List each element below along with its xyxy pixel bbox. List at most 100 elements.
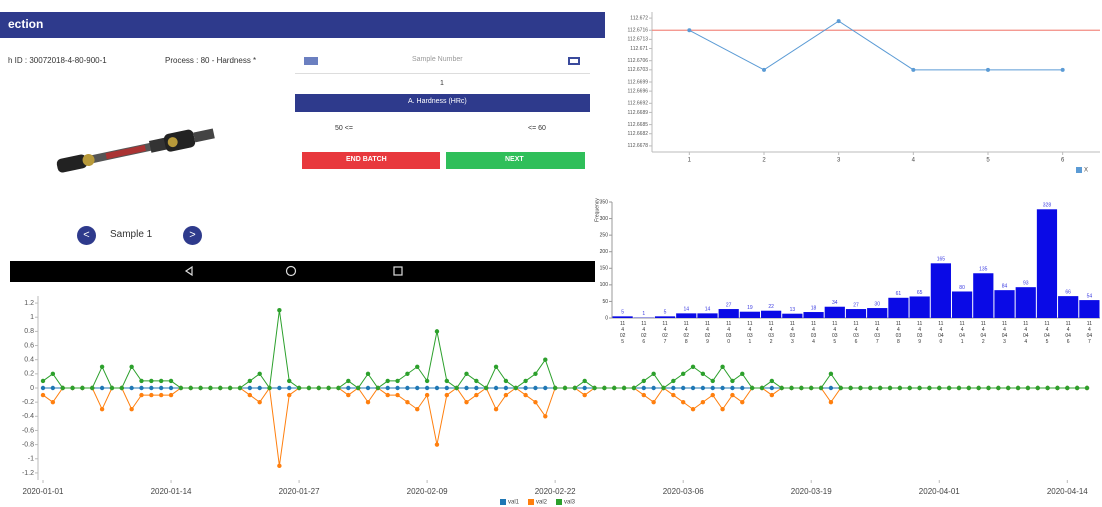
series-point [109,385,115,391]
series-point [277,385,282,391]
series-point [533,399,538,405]
series-point [1015,385,1021,391]
x-tick-label: 11 4 03 7 [874,321,880,345]
series-point [60,385,65,391]
series-point [375,385,381,391]
series-point [503,385,509,391]
legend-label: val1 [508,500,520,506]
upper-limit: <= 60 [528,125,546,132]
next-label[interactable]: NEXT [505,156,524,163]
y-tick-label: -1 [28,456,34,463]
series-point [464,399,469,405]
series-point [395,378,400,384]
series-point [385,392,390,398]
series-point [690,385,696,391]
series-point [533,385,538,391]
y-tick-label: 100 [600,282,609,288]
bar-value-label: 54 [1087,293,1093,299]
series-point [168,392,174,398]
series-point [680,371,686,377]
bar [888,297,909,318]
series-point [838,385,843,391]
series-point [1025,385,1031,391]
bar [612,316,633,318]
series-point [858,385,863,391]
series-point [474,392,479,398]
series-point [80,385,85,391]
series-point [277,463,282,469]
y-tick-label: 0.8 [24,328,34,335]
next-sample-button[interactable]: > [183,226,202,245]
series-point [513,385,518,391]
legend-label: val2 [536,500,548,506]
y-tick-label: 112.6706 [628,58,649,64]
parameter-bar [295,94,590,112]
y-tick-label: 1 [30,314,34,321]
end-batch-button[interactable] [302,152,440,169]
bar-value-label: 65 [917,290,923,296]
next-button[interactable] [446,152,585,169]
y-tick-label: 0.4 [24,357,34,364]
series-point [493,407,499,412]
legend-swatch [556,499,562,505]
x-tick-label: 2020-01-14 [151,487,192,496]
series-point [641,392,646,398]
series-point [257,371,262,377]
series-point [287,385,292,391]
prev-button[interactable]: < [77,226,96,245]
y-tick-label: 112.6682 [628,131,649,137]
series-point [641,378,646,384]
x-tick-label: 11 4 03 1 [747,321,753,345]
x-tick-label: 2020-01-01 [23,487,64,496]
bar-value-label: 61 [896,291,902,297]
series-point [50,399,56,405]
series-point [730,385,735,391]
bar-value-label: 80 [959,285,965,291]
x-tick-label: 11 4 04 2 [980,321,987,345]
series-point [740,399,745,405]
series-point [543,414,548,419]
y-tick-label: 350 [600,199,609,205]
series-point [149,378,154,384]
y-tick-label: 1.2 [24,300,34,307]
series-point [671,392,676,398]
nav-icons[interactable] [10,261,595,282]
y-tick-label: 112.6713 [628,37,649,43]
series-point [40,385,46,391]
series-point [336,385,341,391]
series-point [90,385,95,391]
x-tick-label: 2020-04-14 [1047,487,1088,496]
x-tick-label: 11 4 04 6 [1065,321,1071,345]
y-tick-label: 0.2 [24,371,34,378]
series-point [434,442,440,447]
series-point [769,385,775,391]
series-point [247,392,253,398]
series-point [237,385,243,391]
clear-icon[interactable] [568,57,580,65]
series-point [543,385,548,391]
series-line [42,310,1087,390]
bar-value-label: 19 [747,305,753,311]
legend-swatch [1076,167,1082,173]
series-point [40,392,46,398]
sample-number-placeholder[interactable]: Sample Number [412,56,463,63]
end-batch-label[interactable]: END BATCH [346,156,387,163]
series-point [661,385,666,391]
bar-value-label: 135 [979,267,988,273]
series-point [582,378,587,384]
series-point [868,385,873,391]
series-point [50,371,56,377]
bar [1058,296,1079,318]
bar-value-label: 66 [1065,289,1071,295]
bar [676,313,697,318]
series-point [365,371,371,377]
series-point [976,385,981,391]
x-tick-label: 11 4 03 5 [832,321,838,345]
series-point [257,399,262,405]
series-point [405,399,410,405]
scan-icon[interactable] [304,57,318,65]
series-point [247,385,253,391]
bar-value-label: 93 [1023,281,1029,287]
